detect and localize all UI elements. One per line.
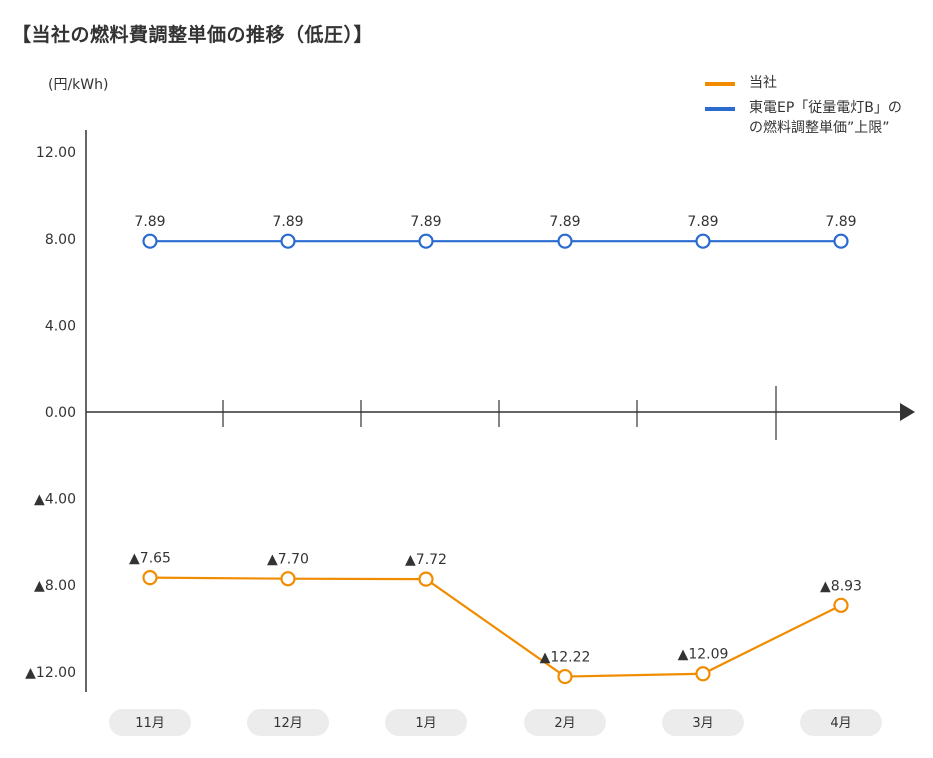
category-pill bbox=[247, 709, 329, 736]
data-label: 7.89 bbox=[549, 214, 580, 230]
y-tick-label: 12.00 bbox=[36, 145, 76, 161]
legend-label-line2: の燃料調整単価”上限” bbox=[749, 120, 890, 136]
category-pill bbox=[662, 709, 744, 736]
data-label: ▲8.93 bbox=[820, 578, 862, 594]
category-pill bbox=[800, 709, 882, 736]
data-label: 7.89 bbox=[134, 214, 165, 230]
legend-swatch-blue bbox=[705, 107, 735, 111]
category-pill bbox=[385, 709, 467, 736]
data-label: 7.89 bbox=[410, 214, 441, 230]
category-label: 12月 bbox=[273, 716, 303, 731]
y-tick-label: 0.00 bbox=[45, 405, 76, 421]
y-tick-label: ▲12.00 bbox=[25, 665, 76, 681]
data-label: ▲12.09 bbox=[678, 647, 729, 663]
data-label: ▲7.65 bbox=[129, 551, 171, 567]
x-axis-arrow-icon bbox=[900, 403, 915, 421]
data-label: 7.89 bbox=[825, 214, 856, 230]
data-point bbox=[695, 666, 711, 682]
data-point bbox=[418, 233, 434, 249]
category-label: 4月 bbox=[830, 716, 851, 731]
y-tick-label: 4.00 bbox=[45, 318, 76, 334]
data-point bbox=[280, 233, 296, 249]
y-axis-unit: (円/kWh) bbox=[48, 77, 109, 93]
data-label: ▲7.72 bbox=[405, 552, 447, 568]
data-point bbox=[418, 571, 434, 587]
data-label: ▲7.70 bbox=[267, 552, 309, 568]
data-point bbox=[833, 597, 849, 613]
category-pill bbox=[109, 709, 191, 736]
data-point bbox=[695, 233, 711, 249]
data-point bbox=[280, 571, 296, 587]
y-tick-label: 8.00 bbox=[45, 232, 76, 248]
data-label: ▲12.22 bbox=[540, 650, 591, 666]
legend-label-line1: 東電EP「従量電灯B」の bbox=[749, 100, 902, 116]
data-point bbox=[142, 570, 158, 586]
data-point bbox=[142, 233, 158, 249]
data-label: 7.89 bbox=[687, 214, 718, 230]
category-label: 11月 bbox=[135, 716, 165, 731]
y-tick-label: ▲4.00 bbox=[34, 492, 76, 508]
legend-label: 当社 bbox=[749, 75, 777, 91]
data-label: 7.89 bbox=[272, 214, 303, 230]
chart-title: 【当社の燃料費調整単価の推移（低圧）】 bbox=[12, 24, 374, 46]
y-tick-label: ▲8.00 bbox=[34, 578, 76, 594]
category-pill bbox=[524, 709, 606, 736]
category-label: 1月 bbox=[415, 716, 436, 731]
category-label: 3月 bbox=[692, 716, 713, 731]
category-label: 2月 bbox=[554, 716, 575, 731]
data-point bbox=[833, 233, 849, 249]
data-point bbox=[557, 668, 573, 685]
series-line bbox=[149, 576, 842, 678]
data-point bbox=[557, 233, 573, 249]
legend-swatch-orange bbox=[705, 82, 735, 86]
